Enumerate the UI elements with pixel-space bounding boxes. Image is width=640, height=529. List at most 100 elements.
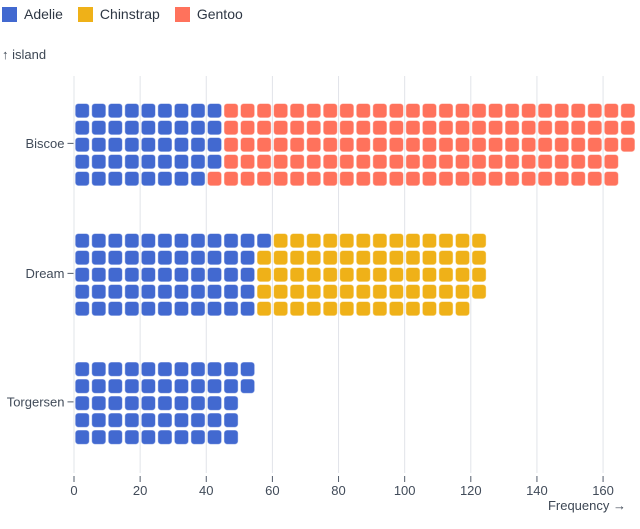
waffle-cell	[107, 412, 123, 428]
waffle-cell	[173, 429, 190, 445]
waffle-cell	[339, 284, 355, 300]
waffle-cell	[289, 154, 305, 170]
waffle-cell	[91, 395, 107, 411]
waffle-cell	[206, 378, 223, 394]
waffle-cell	[124, 412, 140, 428]
waffle-cell	[339, 120, 355, 136]
waffle-cell	[107, 103, 123, 119]
waffle-cell	[140, 233, 156, 249]
waffle-cell	[173, 361, 190, 377]
waffle-cell	[273, 137, 289, 153]
waffle-cell	[438, 250, 454, 266]
x-tick-label: 80	[331, 483, 345, 498]
waffle-cell	[140, 120, 156, 136]
waffle-cell	[239, 301, 256, 317]
waffle-cell	[306, 137, 322, 153]
waffle-cell	[157, 103, 173, 119]
waffle-cell	[223, 120, 239, 136]
waffle-cell	[471, 154, 487, 170]
waffle-cell	[190, 120, 206, 136]
waffle-cell	[239, 103, 256, 119]
waffle-cells-torgersen-adelie	[74, 361, 256, 445]
waffle-cell	[157, 284, 173, 300]
waffle-cell	[471, 233, 487, 249]
waffle-cell	[570, 103, 586, 119]
waffle-cell	[140, 137, 156, 153]
waffle-cell	[471, 103, 487, 119]
waffle-cells-biscoe-gentoo	[206, 103, 636, 187]
waffle-cell	[256, 154, 272, 170]
waffle-cell	[289, 284, 305, 300]
waffle-cell	[471, 137, 487, 153]
waffle-cell	[322, 137, 338, 153]
waffle-cell	[306, 154, 322, 170]
waffle-cell	[223, 137, 239, 153]
waffle-cell	[124, 361, 140, 377]
waffle-cell	[421, 233, 438, 249]
waffle-cell	[587, 154, 603, 170]
waffle-cell	[206, 137, 223, 153]
waffle-cell	[355, 171, 371, 187]
waffle-cell	[124, 395, 140, 411]
waffle-cell	[124, 429, 140, 445]
waffle-cell	[91, 267, 107, 283]
waffle-cell	[306, 171, 322, 187]
waffle-cell	[91, 233, 107, 249]
waffle-cell	[306, 120, 322, 136]
waffle-cell	[322, 103, 338, 119]
waffle-cell	[239, 137, 256, 153]
waffle-cell	[157, 412, 173, 428]
waffle-cell	[487, 103, 504, 119]
waffle-cell	[124, 233, 140, 249]
waffle-cell	[355, 250, 371, 266]
waffle-cell	[454, 284, 471, 300]
waffle-cell	[322, 267, 338, 283]
waffle-cell	[190, 137, 206, 153]
waffle-cell	[91, 301, 107, 317]
waffle-cell	[140, 412, 156, 428]
waffle-cell	[421, 267, 438, 283]
waffle-cell	[521, 120, 537, 136]
waffle-cell	[405, 284, 421, 300]
waffle-cell	[421, 301, 438, 317]
waffle-cell	[454, 233, 471, 249]
waffle-cell	[537, 137, 553, 153]
waffle-cell	[107, 378, 123, 394]
waffle-cell	[223, 395, 239, 411]
waffle-cell	[74, 250, 90, 266]
waffle-cell	[239, 378, 256, 394]
waffle-cell	[124, 250, 140, 266]
waffle-cell	[570, 154, 586, 170]
waffle-cell	[107, 154, 123, 170]
waffle-cell	[239, 250, 256, 266]
x-tick-label: 160	[592, 483, 614, 498]
waffle-cell	[372, 267, 388, 283]
waffle-cell	[239, 171, 256, 187]
waffle-cell	[405, 137, 421, 153]
waffle-cell	[306, 284, 322, 300]
x-tick-label: 60	[265, 483, 279, 498]
waffle-cell	[421, 103, 438, 119]
waffle-cell	[339, 171, 355, 187]
waffle-cell	[74, 137, 90, 153]
waffle-cell	[372, 250, 388, 266]
waffle-cell	[570, 137, 586, 153]
waffle-cell	[124, 284, 140, 300]
waffle-cell	[223, 171, 239, 187]
waffle-cell	[273, 103, 289, 119]
waffle-cell	[91, 361, 107, 377]
legend-swatch-chinstrap	[77, 7, 93, 22]
waffle-cell	[223, 103, 239, 119]
waffle-cell	[620, 137, 636, 153]
waffle-cell	[289, 233, 305, 249]
waffle-cell	[388, 154, 404, 170]
waffle-cell	[322, 120, 338, 136]
legend: Adelie Chinstrap Gentoo	[2, 7, 258, 22]
waffle-cell	[322, 284, 338, 300]
waffle-cell	[206, 361, 223, 377]
waffle-cell	[471, 250, 487, 266]
waffle-cell	[421, 250, 438, 266]
waffle-cell	[454, 250, 471, 266]
waffle-cell	[91, 429, 107, 445]
waffle-cell	[306, 250, 322, 266]
